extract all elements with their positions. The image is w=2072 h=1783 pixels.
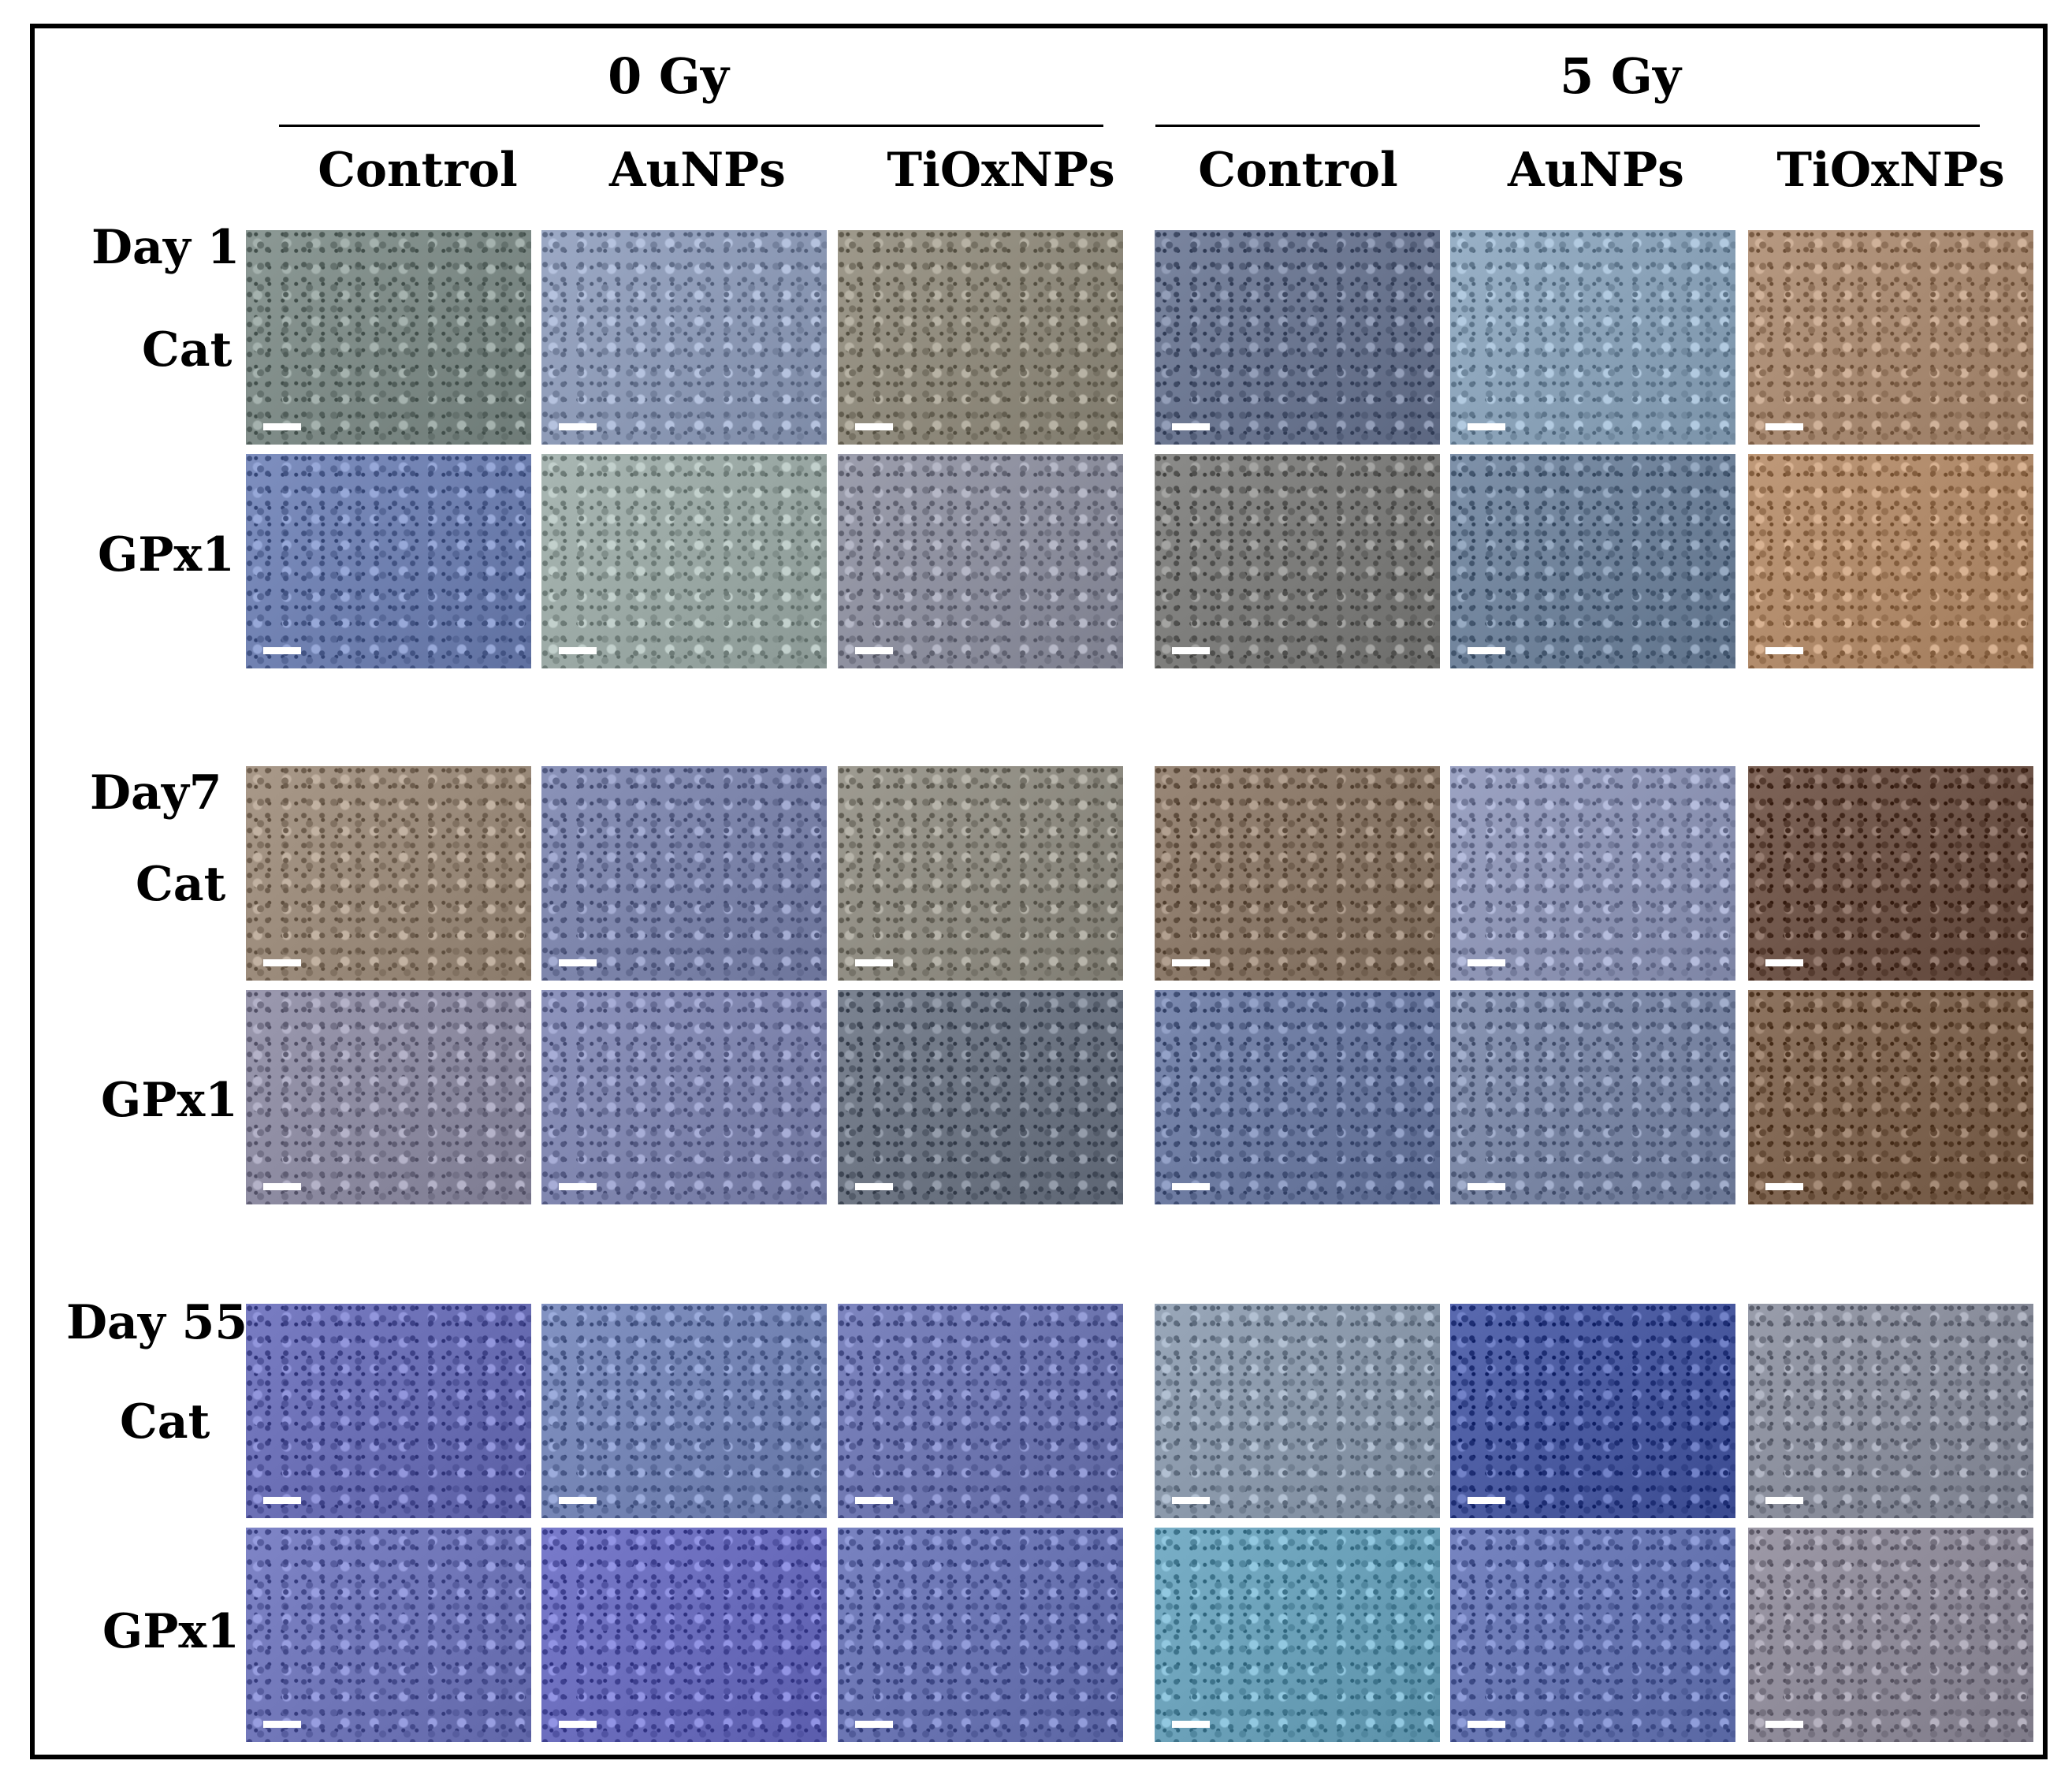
scale-bar xyxy=(1765,423,1803,430)
micrograph-day55-cat-0gy-aunps xyxy=(541,1304,827,1518)
micrograph-day7-gpx1-0gy-control xyxy=(246,990,531,1204)
micrograph-day1-cat-0gy-tioxnps xyxy=(838,230,1123,445)
marker-label-day1-gpx1: GPx1 xyxy=(98,527,235,583)
micrograph-day1-cat-0gy-aunps xyxy=(541,230,827,445)
micrograph-day1-cat-0gy-control xyxy=(246,230,531,445)
scale-bar xyxy=(1765,647,1803,654)
col-label-5gy-tioxnps: TiOxNPs xyxy=(1776,143,2005,198)
scale-bar xyxy=(855,647,893,654)
scale-bar xyxy=(1468,959,1505,966)
micrograph-day7-cat-0gy-control xyxy=(246,766,531,981)
micrograph-day1-gpx1-5gy-control xyxy=(1155,454,1440,668)
scale-bar xyxy=(1172,1183,1210,1190)
micrograph-day7-cat-5gy-aunps xyxy=(1450,766,1735,981)
marker-label-day55-cat: Cat xyxy=(120,1394,210,1450)
scale-bar xyxy=(1468,1497,1505,1504)
micrograph-day1-gpx1-5gy-aunps xyxy=(1450,454,1735,668)
col-label-5gy-aunps: AuNPs xyxy=(1508,143,1684,198)
micrograph-day55-gpx1-0gy-tioxnps xyxy=(838,1528,1123,1742)
scale-bar xyxy=(1468,423,1505,430)
col-label-0gy-tioxnps: TiOxNPs xyxy=(887,143,1115,198)
micrograph-day1-gpx1-5gy-tioxnps xyxy=(1748,454,2033,668)
scale-bar xyxy=(1172,1497,1210,1504)
scale-bar xyxy=(263,959,301,966)
micrograph-day7-gpx1-0gy-aunps xyxy=(541,990,827,1204)
micrograph-day55-gpx1-0gy-aunps xyxy=(541,1528,827,1742)
scale-bar xyxy=(1172,1721,1210,1728)
scale-bar xyxy=(1468,647,1505,654)
scale-bar xyxy=(263,423,301,430)
micrograph-day1-cat-5gy-aunps xyxy=(1450,230,1735,445)
micrograph-day55-cat-0gy-control xyxy=(246,1304,531,1518)
scale-bar xyxy=(263,1183,301,1190)
scale-bar xyxy=(1468,1721,1505,1728)
col-label-0gy-control: Control xyxy=(318,143,518,198)
micrograph-day1-gpx1-0gy-tioxnps xyxy=(838,454,1123,668)
scale-bar xyxy=(559,1721,597,1728)
micrograph-day55-cat-5gy-control xyxy=(1155,1304,1440,1518)
day-label-7: Day7 xyxy=(90,765,222,821)
col-label-5gy-control: Control xyxy=(1198,143,1398,198)
micrograph-day7-cat-0gy-tioxnps xyxy=(838,766,1123,981)
micrograph-day7-gpx1-5gy-tioxnps xyxy=(1748,990,2033,1204)
micrograph-day7-gpx1-5gy-control xyxy=(1155,990,1440,1204)
scale-bar xyxy=(855,1721,893,1728)
micrograph-day55-gpx1-5gy-control xyxy=(1155,1528,1440,1742)
micrograph-day55-cat-5gy-tioxnps xyxy=(1748,1304,2033,1518)
marker-label-day7-cat: Cat xyxy=(136,857,226,912)
scale-bar xyxy=(263,647,301,654)
micrograph-day7-gpx1-0gy-tioxnps xyxy=(838,990,1123,1204)
micrograph-day1-cat-5gy-control xyxy=(1155,230,1440,445)
micrograph-day1-gpx1-0gy-control xyxy=(246,454,531,668)
scale-bar xyxy=(263,1497,301,1504)
scale-bar xyxy=(559,1497,597,1504)
figure-frame xyxy=(30,24,2048,1759)
micrograph-day1-cat-5gy-tioxnps xyxy=(1748,230,2033,445)
scale-bar xyxy=(1172,647,1210,654)
col-label-0gy-aunps: AuNPs xyxy=(609,143,786,198)
scale-bar xyxy=(559,647,597,654)
micrograph-day55-gpx1-5gy-tioxnps xyxy=(1748,1528,2033,1742)
marker-label-day1-cat: Cat xyxy=(142,322,232,378)
scale-bar xyxy=(1468,1183,1505,1190)
micrograph-day55-cat-5gy-aunps xyxy=(1450,1304,1735,1518)
micrograph-day7-gpx1-5gy-aunps xyxy=(1450,990,1735,1204)
micrograph-day1-gpx1-0gy-aunps xyxy=(541,454,827,668)
scale-bar xyxy=(1765,959,1803,966)
scale-bar xyxy=(855,1183,893,1190)
group-underline-0gy xyxy=(279,125,1103,127)
scale-bar xyxy=(855,1497,893,1504)
scale-bar xyxy=(855,423,893,430)
marker-label-day7-gpx1: GPx1 xyxy=(101,1073,238,1128)
scale-bar xyxy=(1172,423,1210,430)
group-title-0gy: 0 Gy xyxy=(608,47,729,105)
scale-bar xyxy=(559,1183,597,1190)
micrograph-day55-cat-0gy-tioxnps xyxy=(838,1304,1123,1518)
day-label-1: Day 1 xyxy=(91,220,240,275)
marker-label-day55-gpx1: GPx1 xyxy=(102,1604,240,1659)
scale-bar xyxy=(1765,1183,1803,1190)
scale-bar xyxy=(1765,1721,1803,1728)
group-title-5gy: 5 Gy xyxy=(1560,47,1681,105)
group-underline-5gy xyxy=(1155,125,1980,127)
scale-bar xyxy=(1765,1497,1803,1504)
scale-bar xyxy=(263,1721,301,1728)
scale-bar xyxy=(855,959,893,966)
day-label-55: Day 55 xyxy=(66,1295,248,1350)
micrograph-day7-cat-5gy-tioxnps xyxy=(1748,766,2033,981)
micrograph-day55-gpx1-0gy-control xyxy=(246,1528,531,1742)
micrograph-day7-cat-5gy-control xyxy=(1155,766,1440,981)
scale-bar xyxy=(559,423,597,430)
scale-bar xyxy=(559,959,597,966)
micrograph-day7-cat-0gy-aunps xyxy=(541,766,827,981)
scale-bar xyxy=(1172,959,1210,966)
micrograph-day55-gpx1-5gy-aunps xyxy=(1450,1528,1735,1742)
